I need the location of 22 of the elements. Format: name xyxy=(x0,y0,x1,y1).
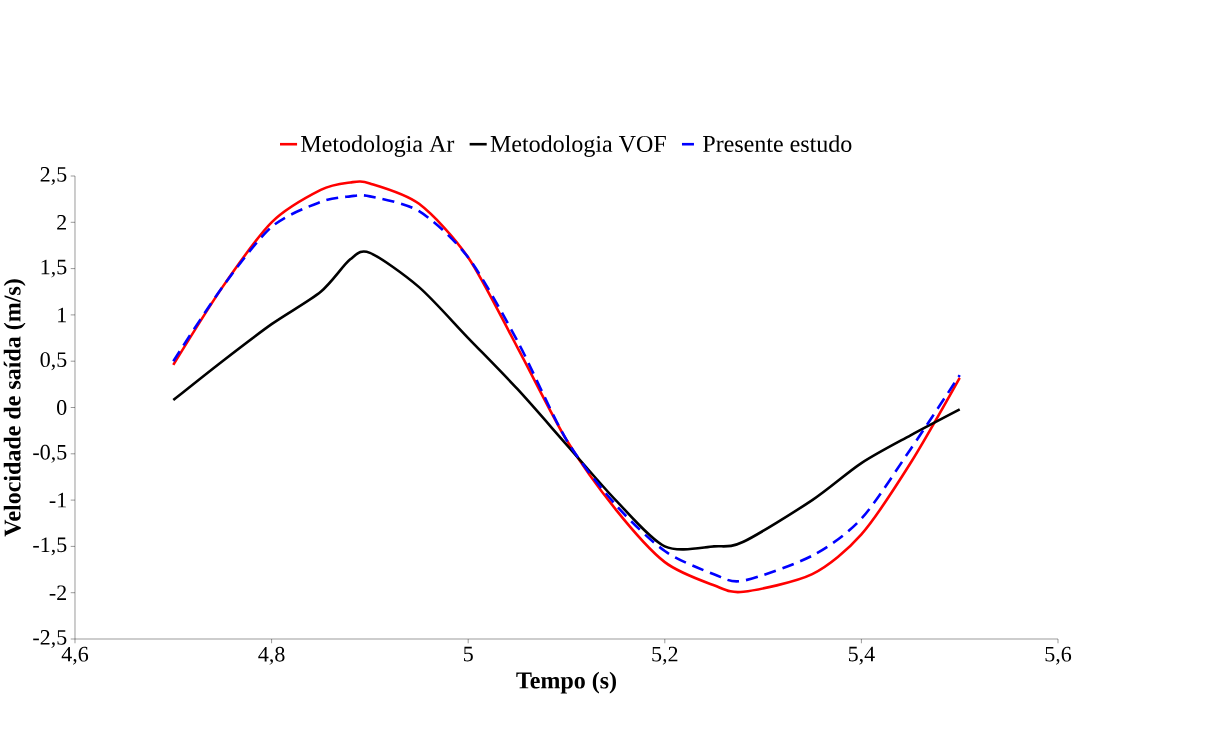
y-tick-label: 0,5 xyxy=(40,352,67,371)
x-tick-label: 5,2 xyxy=(652,646,678,665)
legend-label: Metodologia Ar xyxy=(301,135,455,157)
legend-label: Metodologia VOF xyxy=(490,135,666,157)
y-tick-label: -2,5 xyxy=(33,630,67,648)
y-tick-label: 0 xyxy=(57,400,67,415)
x-tick-label: 5 xyxy=(463,646,473,662)
y-tick-label: 2 xyxy=(57,215,66,230)
legend-label: Presente estudo xyxy=(703,135,852,153)
x-tick-label: 4,8 xyxy=(258,646,285,665)
x-tick-label: 4,6 xyxy=(61,646,89,665)
x-tick-label: 5,6 xyxy=(1045,646,1072,665)
y-tick-label: -1,5 xyxy=(33,537,67,556)
x-axis-title: Tempo (s) xyxy=(516,671,616,694)
y-tick-label: -0,5 xyxy=(33,444,67,463)
y-tick-label: -1 xyxy=(49,492,66,508)
y-tick-label: 1,5 xyxy=(41,259,67,278)
y-tick-label: 1 xyxy=(58,307,66,323)
y-tick-label: 2,5 xyxy=(40,167,67,185)
y-tick-label: -2 xyxy=(49,585,66,600)
y-axis-title: Velocidade de saída (m/s) xyxy=(3,279,26,537)
x-tick-label: 5,4 xyxy=(848,646,875,665)
